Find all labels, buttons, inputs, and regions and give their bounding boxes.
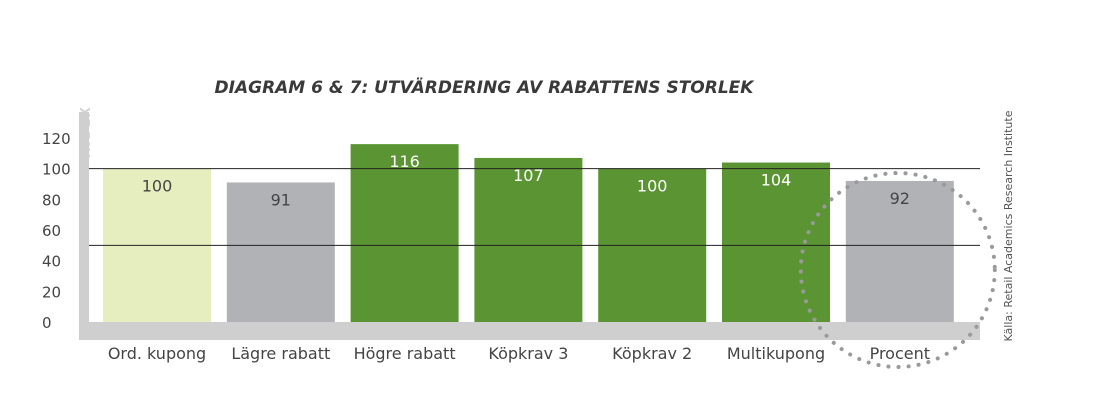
- bar-value-label: 100: [142, 177, 173, 196]
- bar-value-label: 116: [389, 152, 420, 171]
- bar: [350, 144, 459, 322]
- x-tick-label: Köpkrav 2: [612, 344, 692, 363]
- bar: [226, 182, 335, 322]
- y-axis-band: [79, 112, 89, 340]
- bar-value-label: 104: [761, 171, 792, 190]
- y-tick-label: 120: [42, 130, 71, 148]
- x-tick-label: Multikupong: [727, 344, 825, 363]
- x-tick-label: Lägre rabatt: [231, 344, 330, 363]
- x-tick-label: Ord. kupong: [108, 344, 206, 363]
- highlight-layer: [798, 171, 997, 369]
- labels-layer: 100 Ord. kupong 91 Lägre rabatt 116 Högre rab…: [108, 152, 930, 363]
- y-tick-label: 0: [42, 314, 52, 332]
- bar-value-label: 100: [637, 177, 668, 196]
- y-tick-label: 80: [42, 191, 61, 209]
- reference-lines: [89, 168, 980, 246]
- y-tick-label: 60: [42, 222, 61, 240]
- y-tick-label: 100: [42, 161, 71, 179]
- x-tick-label: Procent: [870, 344, 930, 363]
- x-tick-label: Köpkrav 3: [488, 344, 568, 363]
- bar-value-label: 91: [271, 190, 291, 209]
- chart-title: DIAGRAM 6 & 7: UTVÄRDERING AV RABATTENS …: [215, 76, 756, 98]
- bar: [722, 162, 830, 322]
- y-tick-label: 40: [42, 253, 61, 271]
- bar: [474, 157, 583, 322]
- y-tick-label: 20: [42, 283, 61, 301]
- source-note: Källa: Retail Academics Research Institu…: [1002, 110, 1015, 341]
- bar-value-label: 92: [890, 189, 910, 208]
- highlight-ring: [798, 171, 997, 369]
- bar-value-label: 107: [513, 166, 544, 185]
- baseline-band: [80, 322, 980, 340]
- bar: [845, 180, 954, 322]
- axis-layer: 0 20 40 60 80 100 120: [42, 112, 980, 340]
- x-tick-label: Högre rabatt: [354, 344, 456, 363]
